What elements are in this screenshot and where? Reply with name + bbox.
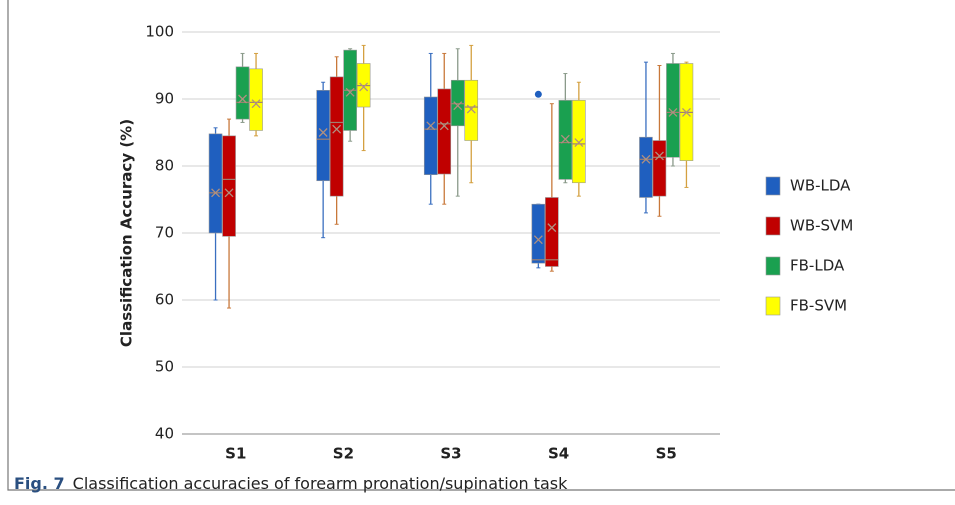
legend-swatch xyxy=(765,296,781,316)
box xyxy=(666,63,680,158)
box xyxy=(464,79,479,141)
y-tick-label: 100 xyxy=(145,23,174,41)
mean-marker xyxy=(681,107,691,117)
box xyxy=(249,68,263,131)
y-tick-label: 60 xyxy=(155,291,174,309)
mean-marker xyxy=(345,87,355,97)
mean-marker xyxy=(332,124,342,134)
y-tick-label: 50 xyxy=(155,358,174,376)
mean-marker xyxy=(641,154,651,164)
x-tick-label: S2 xyxy=(333,445,354,463)
mean-marker xyxy=(238,94,248,104)
legend-label: FB-SVM xyxy=(790,297,847,315)
box xyxy=(437,88,452,175)
x-tick-label: S1 xyxy=(225,445,246,463)
mean-marker xyxy=(251,99,261,109)
mean-marker xyxy=(439,121,449,131)
mean-marker xyxy=(560,134,570,144)
x-tick-label: S5 xyxy=(656,445,677,463)
box xyxy=(316,89,330,182)
y-tick-label: 70 xyxy=(155,224,174,242)
y-tick-label: 80 xyxy=(155,157,174,175)
mean-marker xyxy=(668,107,678,117)
legend-label: FB-LDA xyxy=(790,257,845,275)
mean-marker xyxy=(466,104,476,114)
box xyxy=(235,66,250,120)
legend-swatch xyxy=(765,176,781,196)
mean-marker xyxy=(211,188,221,198)
box xyxy=(423,96,438,176)
mean-marker xyxy=(426,121,436,131)
legend-label: WB-LDA xyxy=(790,177,851,195)
y-tick-label: 90 xyxy=(155,90,174,108)
mean-marker xyxy=(359,82,369,92)
y-axis-label: Classification Accuracy (%) xyxy=(118,119,136,347)
mean-marker xyxy=(547,223,557,233)
frame xyxy=(7,0,955,491)
y-tick-label: 40 xyxy=(155,425,174,443)
box xyxy=(450,79,465,127)
mean-marker xyxy=(574,138,584,148)
box xyxy=(222,135,236,237)
box xyxy=(545,197,559,267)
outlier xyxy=(534,90,542,98)
mean-marker xyxy=(654,151,664,161)
legend-swatch xyxy=(765,256,781,276)
box xyxy=(208,133,223,234)
box xyxy=(531,203,546,264)
legend-swatch xyxy=(765,216,781,236)
caption-text: Classification accuracies of forearm pro… xyxy=(73,474,568,493)
box xyxy=(639,136,653,198)
x-tick-label: S4 xyxy=(548,445,569,463)
box xyxy=(572,100,586,184)
mean-marker xyxy=(224,188,234,198)
x-tick-label: S3 xyxy=(440,445,461,463)
box xyxy=(329,76,344,197)
mean-marker xyxy=(533,235,543,245)
mean-marker xyxy=(453,101,463,111)
legend-label: WB-SVM xyxy=(790,217,853,235)
caption-label: Fig. 7 xyxy=(14,474,65,493)
mean-marker xyxy=(318,128,328,137)
box xyxy=(652,140,667,197)
caption: Fig. 7 Classification accuracies of forea… xyxy=(14,474,568,493)
